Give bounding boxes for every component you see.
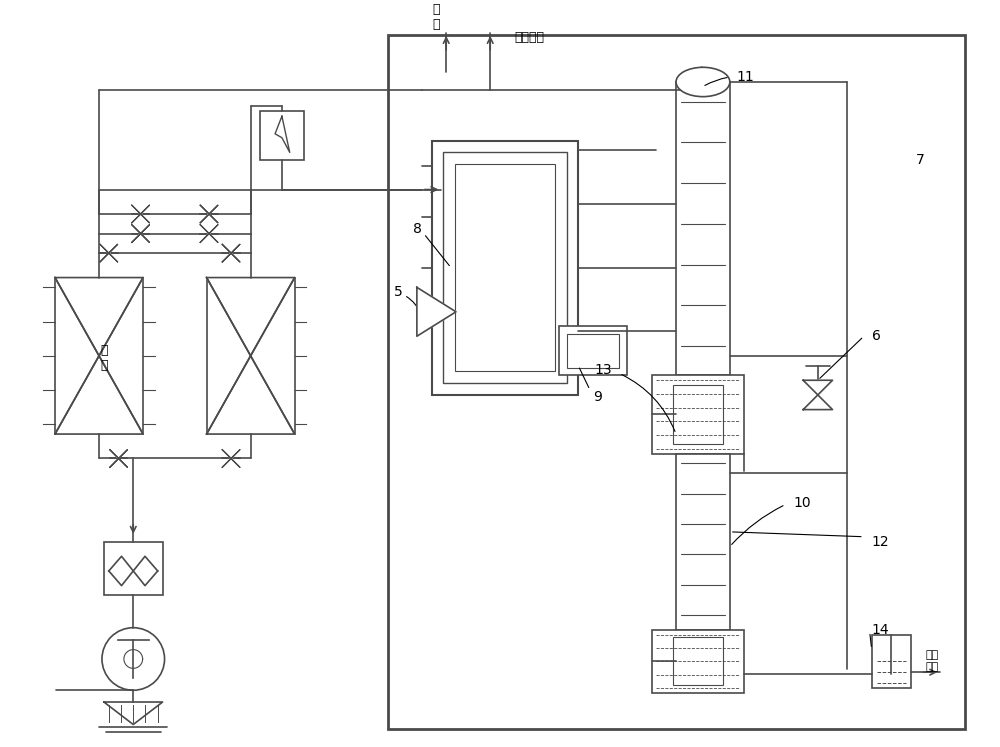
Polygon shape — [55, 356, 143, 434]
Polygon shape — [132, 225, 149, 234]
Bar — [55, 278, 143, 434]
Polygon shape — [200, 234, 218, 242]
Bar — [443, 152, 567, 383]
Text: 11: 11 — [737, 70, 754, 84]
Polygon shape — [110, 459, 127, 468]
Bar — [652, 630, 744, 693]
Polygon shape — [200, 205, 218, 214]
Text: 6: 6 — [872, 329, 881, 344]
Polygon shape — [222, 253, 240, 262]
Circle shape — [102, 627, 165, 690]
Polygon shape — [803, 380, 833, 395]
Polygon shape — [207, 356, 295, 434]
Polygon shape — [132, 205, 149, 214]
Polygon shape — [55, 278, 143, 356]
Ellipse shape — [676, 67, 730, 96]
Bar — [455, 164, 555, 371]
Text: 14: 14 — [872, 623, 889, 636]
Bar — [260, 111, 304, 160]
Polygon shape — [200, 214, 218, 223]
Polygon shape — [200, 225, 218, 234]
Text: 产品氮气: 产品氮气 — [515, 31, 545, 45]
Polygon shape — [222, 459, 240, 468]
Text: 放
空: 放 空 — [100, 344, 108, 372]
Bar — [652, 376, 744, 453]
Polygon shape — [222, 244, 240, 253]
Polygon shape — [222, 450, 240, 459]
Bar — [104, 542, 163, 595]
Polygon shape — [803, 395, 833, 409]
Text: 13: 13 — [595, 364, 612, 377]
Polygon shape — [100, 244, 118, 253]
Bar — [388, 35, 965, 729]
Bar — [676, 82, 730, 376]
Polygon shape — [110, 450, 127, 459]
Text: 放
空: 放 空 — [433, 3, 440, 31]
Text: 5: 5 — [393, 285, 402, 300]
Bar — [676, 453, 730, 630]
Polygon shape — [132, 214, 149, 223]
Polygon shape — [207, 278, 295, 356]
Text: 12: 12 — [872, 535, 889, 548]
Polygon shape — [417, 288, 456, 336]
Polygon shape — [104, 702, 163, 725]
Bar — [673, 385, 723, 444]
Text: 9: 9 — [593, 390, 602, 404]
Bar — [559, 326, 627, 376]
Text: 7: 7 — [916, 153, 924, 167]
Text: 8: 8 — [413, 222, 422, 235]
Bar — [872, 634, 911, 688]
Bar — [567, 335, 619, 368]
Polygon shape — [132, 234, 149, 242]
Text: 10: 10 — [793, 495, 811, 509]
Text: 产品
液氮: 产品 液氮 — [925, 650, 939, 672]
Bar — [207, 278, 295, 434]
Polygon shape — [100, 253, 118, 262]
Bar — [432, 140, 578, 395]
Bar — [673, 637, 723, 686]
